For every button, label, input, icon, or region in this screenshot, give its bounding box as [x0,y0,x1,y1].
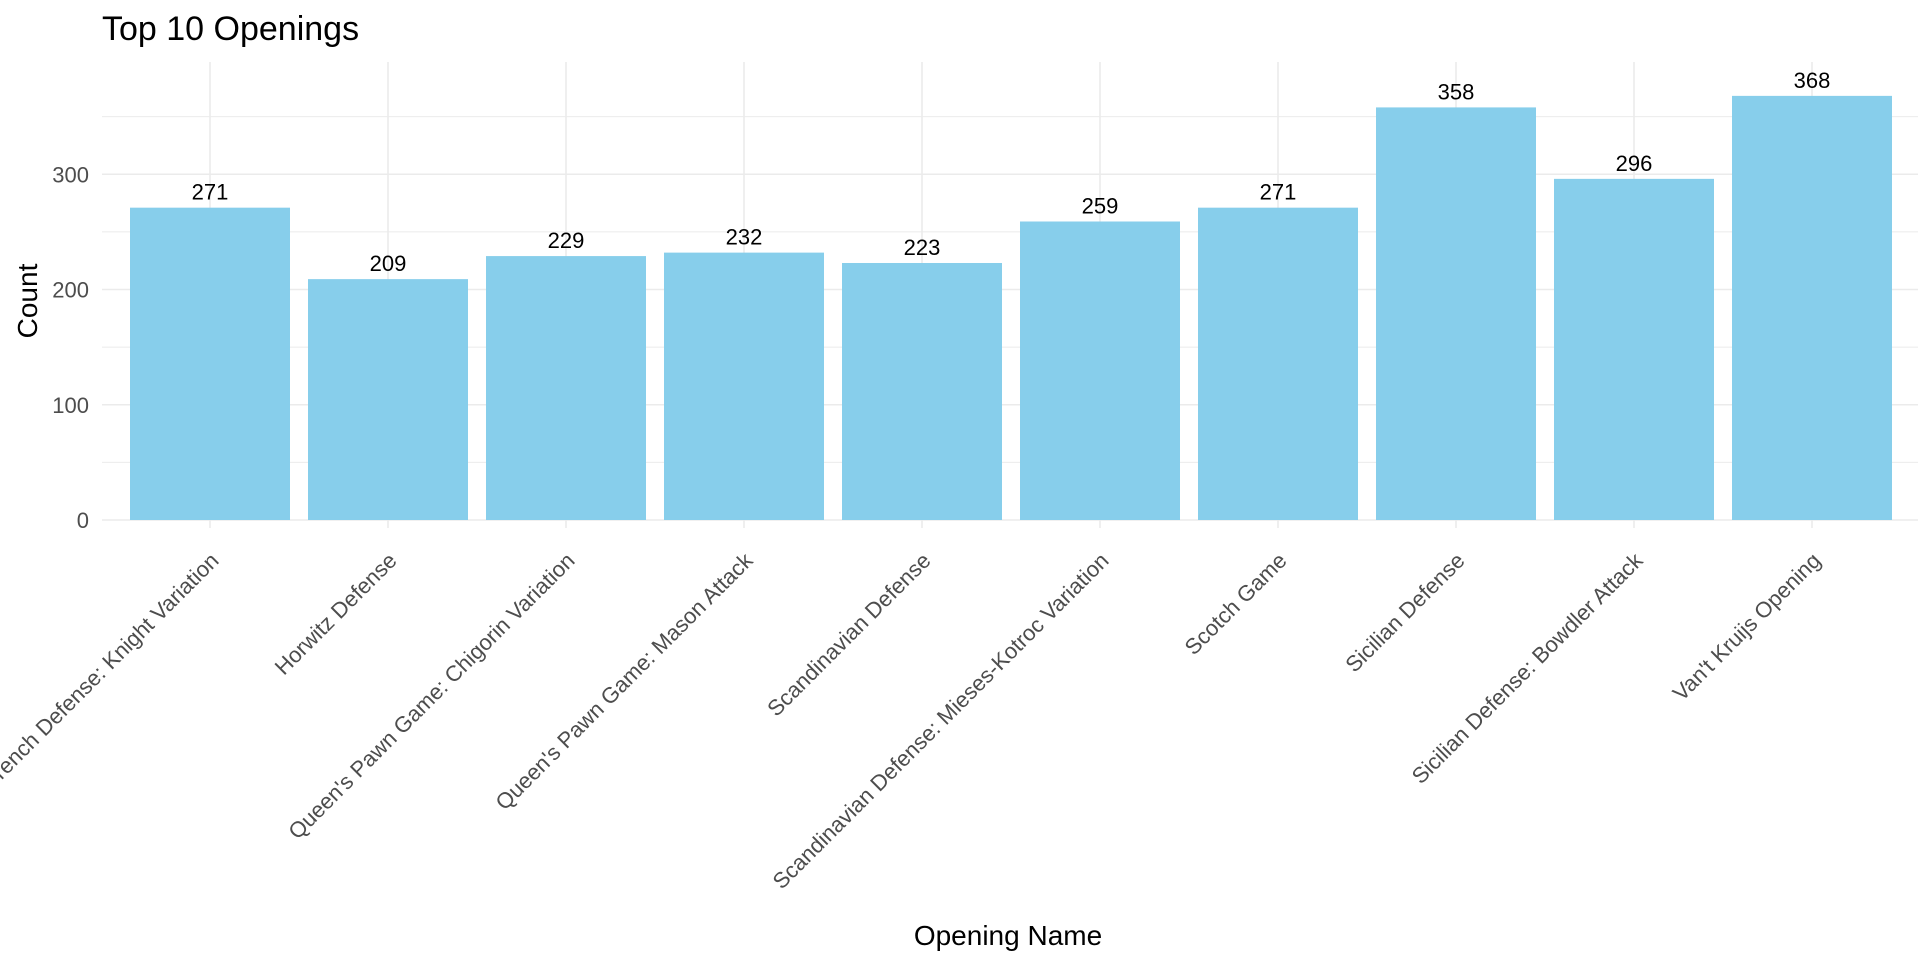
bar [486,256,646,520]
x-tick-label: Horwitz Defense [270,548,402,680]
bar [1376,107,1536,520]
y-tick-label: 0 [77,508,89,533]
data-label: 271 [192,180,229,205]
x-tick-label: Sicilian Defense [1340,548,1469,677]
bar [1554,178,1714,521]
data-label: 259 [1082,194,1119,219]
y-axis-ticks: 0 100 200 300 [52,162,89,533]
data-label: 358 [1438,79,1475,104]
x-tick-label: Scandinavian Defense: Mieses-Kotroc Vari… [768,548,1114,894]
x-axis-ticks: French Defense: Knight Variation Horwitz … [0,547,1826,894]
data-label: 368 [1794,68,1831,93]
x-tick-label: Scandinavian Defense [762,548,935,721]
data-label: 223 [904,235,941,260]
data-label: 271 [1260,180,1297,205]
x-tick-label: Scotch Game [1180,548,1292,660]
y-tick-label: 300 [52,162,89,187]
x-tick-label: Queen's Pawn Game: Chigorin Variation [283,548,579,844]
data-label: 232 [726,225,763,250]
data-label: 209 [370,251,407,276]
y-tick-label: 100 [52,393,89,418]
chart-title: Top 10 Openings [102,10,359,48]
x-axis-title: Opening Name [914,920,1102,951]
y-axis-title: Count [12,263,43,338]
bar [1198,207,1358,521]
bar [1732,95,1892,520]
bar [664,252,824,520]
bar [130,207,290,521]
x-tick-label: French Defense: Knight Variation [0,548,224,794]
data-label: 229 [548,228,585,253]
bars [130,95,1892,521]
data-label: 296 [1616,151,1653,176]
x-tick-label: Van't Kruijs Opening [1668,548,1826,706]
bar [308,279,468,520]
bar [1020,221,1180,520]
bar [842,262,1002,520]
y-tick-label: 200 [52,278,89,303]
data-labels: 271 209 229 232 223 259 271 358 296 368 [192,68,1831,276]
